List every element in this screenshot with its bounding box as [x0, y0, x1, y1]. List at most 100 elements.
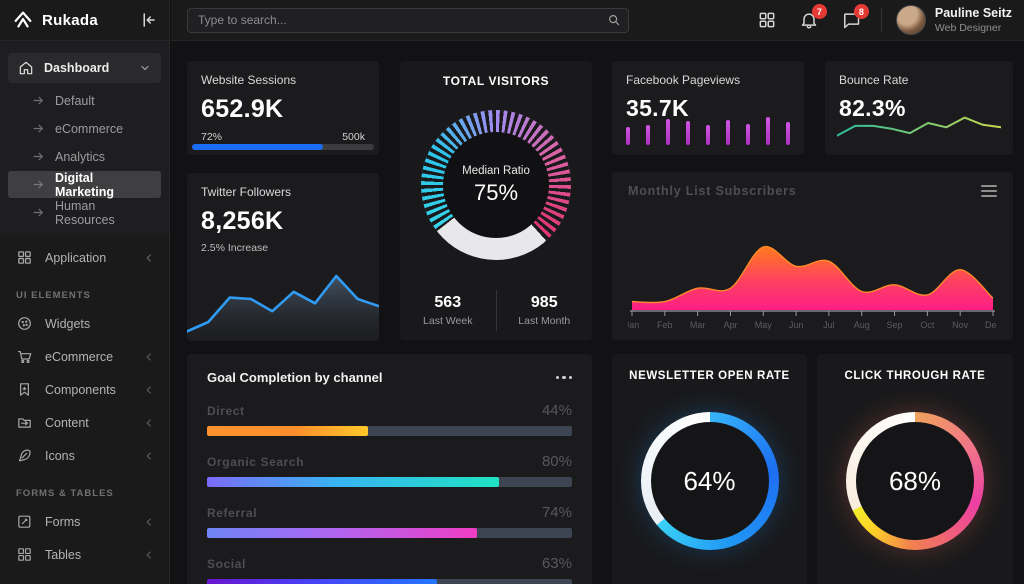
goal-row-direct: Direct 44% [207, 402, 572, 436]
goal-label: Referral [207, 506, 258, 520]
feather-icon [18, 449, 31, 462]
chevron-left-icon [146, 451, 151, 460]
arrow-right-icon [33, 96, 43, 105]
facebook-bar-chart [626, 117, 790, 145]
goal-row-social: Social 63% [207, 555, 572, 584]
facebook-value: 35.7K [626, 95, 689, 121]
svg-text:Jun: Jun [789, 320, 804, 330]
arrow-right-icon [33, 124, 43, 133]
avatar[interactable] [895, 5, 926, 35]
card-title: Twitter Followers [201, 185, 292, 199]
facebook-bar [666, 119, 670, 145]
sidebar-item-content[interactable]: Content [0, 406, 169, 439]
sidebar-item-label: eCommerce [45, 349, 114, 364]
notifications-button[interactable]: 7 [799, 4, 827, 30]
sidebar-collapse-icon[interactable] [139, 11, 157, 29]
goal-track [207, 477, 572, 487]
sidebar: Rukada Dashboard Default eCommerce Analyti… [0, 0, 170, 584]
dashboard-menu-group: Dashboard Default eCommerce Analytics Digit… [0, 41, 169, 235]
sidebar-item-label: Components [45, 382, 116, 397]
sidebar-item-label: Tables [45, 547, 82, 562]
twitter-value: 8,256K [201, 207, 284, 235]
bounce-value: 82.3% [839, 95, 906, 121]
sidebar-subitem-default[interactable]: Default [8, 87, 161, 114]
visitors-stats: 563 Last Week 985 Last Month [400, 290, 592, 331]
sidebar-item-dashboard[interactable]: Dashboard [8, 53, 161, 83]
section-label: PAGES [0, 571, 169, 584]
last-week-value: 563 [434, 294, 462, 311]
facebook-bar [706, 125, 710, 145]
goal-label: Social [207, 557, 246, 571]
svg-text:Jan: Jan [628, 320, 639, 330]
sidebar-item-forms[interactable]: Forms [0, 505, 169, 538]
sidebar-subitem-ecommerce[interactable]: eCommerce [8, 115, 161, 142]
goal-row-organic-search: Organic Search 80% [207, 453, 572, 487]
brand-name: Rukada [42, 11, 98, 29]
sidebar-subitem-digital-marketing[interactable]: Digital Marketing [8, 171, 161, 199]
messages-button[interactable]: 8 [841, 4, 869, 30]
monthly-area-chart: Jan Feb Mar Apr May Jun Jul Aug Sep Oct Nov Dec [628, 245, 997, 330]
facebook-bar [766, 117, 770, 145]
facebook-bar [646, 125, 650, 145]
sidebar-item-icons[interactable]: Icons [0, 439, 169, 472]
goal-fill [207, 579, 437, 584]
sidebar-item-application[interactable]: Application [0, 241, 169, 274]
chevron-left-icon [146, 550, 151, 559]
goal-row-referral: Referral 74% [207, 504, 572, 538]
cart-icon [17, 350, 32, 364]
bell-icon [801, 13, 817, 29]
card-title: Goal Completion by channel [207, 370, 383, 385]
sidebar-item-label: Dashboard [44, 61, 110, 75]
facebook-bar [726, 120, 730, 145]
total-visitors-donut: Median Ratio 75% [421, 110, 571, 260]
ellipsis-menu-icon[interactable] [555, 372, 572, 384]
search-icon[interactable] [607, 13, 621, 27]
svg-text:Dec: Dec [985, 320, 997, 330]
twitter-subtitle: 2.5% Increase [201, 242, 269, 254]
sessions-target: 500k [342, 131, 365, 143]
sidebar-subitem-analytics[interactable]: Analytics [8, 143, 161, 170]
last-week-label: Last Week [423, 315, 473, 327]
home-icon [19, 61, 33, 75]
svg-text:Sep: Sep [887, 320, 903, 330]
sessions-progress-track [192, 144, 374, 150]
apps-grid-icon[interactable] [757, 10, 777, 30]
table-icon [18, 548, 31, 561]
user-role: Web Designer [934, 22, 1002, 34]
sidebar-item-components[interactable]: Components [0, 373, 169, 406]
sidebar-item-label: Forms [45, 514, 81, 529]
sidebar-item-tables[interactable]: Tables [0, 538, 169, 571]
card-title: NEWSLETTER OPEN RATE [629, 370, 790, 382]
arrow-right-icon [33, 208, 43, 217]
user-name: Pauline Seitz [934, 6, 1012, 20]
svg-text:Oct: Oct [920, 320, 935, 330]
sidebar-item-ecommerce[interactable]: eCommerce [0, 340, 169, 373]
last-month-label: Last Month [518, 315, 571, 327]
topbar-actions: 7 8 Pauline Seitz Web Designer [735, 4, 1012, 35]
search-box [187, 7, 629, 33]
svg-text:Jul: Jul [823, 320, 835, 330]
goal-track [207, 528, 572, 538]
sessions-value: 652.9K [201, 95, 284, 123]
median-ratio-value: 75% [473, 179, 519, 205]
sidebar-subitem-label: Default [55, 93, 95, 108]
svg-text:Feb: Feb [657, 320, 673, 330]
sidebar-item-label: Application [45, 250, 107, 265]
monthly-subscribers-card: Monthly List Subscribers Jan Feb Mar Apr May… [612, 172, 1013, 340]
sidebar-subitem-human-resources[interactable]: Human Resources [8, 199, 161, 227]
grid-icon [18, 251, 31, 264]
widgets-icon [18, 317, 31, 330]
search-input[interactable] [187, 7, 629, 33]
sidebar-item-widgets[interactable]: Widgets [0, 307, 169, 340]
goal-label: Direct [207, 404, 245, 418]
brand-logo-icon [14, 11, 32, 28]
logo-row: Rukada [0, 0, 169, 41]
donut-center: 64% [650, 422, 769, 540]
menu-icon[interactable] [981, 185, 997, 197]
twitter-followers-card: Twitter Followers 8,256K 2.5% Increase [187, 173, 379, 341]
newsletter-open-rate-card: NEWSLETTER OPEN RATE 64% [612, 354, 807, 584]
donut-center: Median Ratio 75% [443, 132, 549, 238]
chevron-left-icon [146, 352, 151, 361]
last-week-stat: 563 Last Week [400, 290, 496, 331]
card-title: Bounce Rate [839, 73, 909, 87]
